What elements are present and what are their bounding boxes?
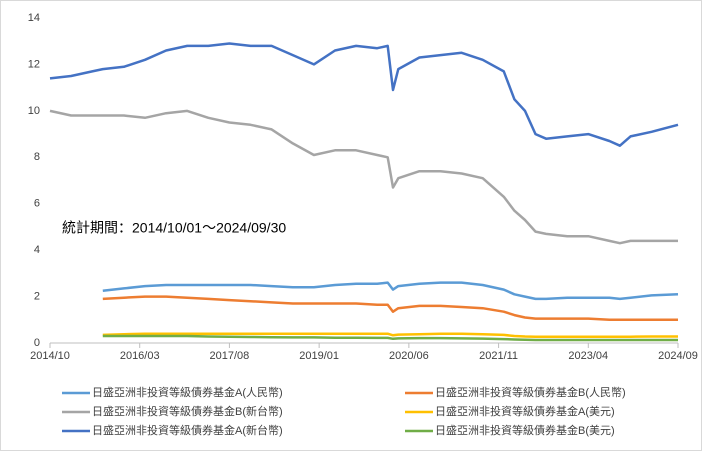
legend-label: 日盛亞洲非投資等級債券基金A(美元): [435, 404, 615, 418]
x-tick-label: 2019/01: [299, 350, 339, 362]
series-line: [102, 295, 678, 322]
series-line: [102, 334, 678, 342]
y-tick-label: 0: [34, 337, 40, 349]
y-tick-label: 12: [28, 58, 40, 70]
series-line: [49, 42, 679, 147]
legend-label: 日盛亞洲非投資等級債券基金B(美元): [435, 423, 615, 437]
legend-label: 日盛亞洲非投資等級債券基金A(新台幣): [92, 423, 283, 437]
x-tick-label: 2017/08: [210, 350, 250, 362]
series-line: [49, 109, 678, 245]
x-tick-label: 2024/09: [658, 350, 698, 362]
legend-label: 日盛亞洲非投資等級債券基金B(新台幣): [92, 404, 283, 418]
x-tick-label: 2016/03: [120, 350, 160, 362]
y-tick-label: 8: [34, 151, 40, 163]
legend-label: 日盛亞洲非投資等級債券基金A(人民幣): [92, 385, 283, 399]
series-line: [102, 281, 679, 301]
x-tick-label: 2021/11: [479, 350, 518, 362]
legend-label: 日盛亞洲非投資等級債券基金B(人民幣): [435, 385, 626, 399]
x-tick-label: 2014/10: [30, 350, 70, 362]
x-tick-label: 2020/06: [389, 350, 429, 362]
y-tick-label: 10: [28, 105, 40, 117]
x-tick-label: 2023/04: [568, 350, 608, 362]
y-tick-label: 14: [28, 12, 40, 24]
y-tick-label: 4: [34, 244, 40, 256]
y-tick-label: 2: [34, 290, 40, 302]
annotation: 統計期間：2014/10/01～2024/09/30: [62, 220, 286, 236]
y-tick-label: 6: [34, 198, 40, 210]
series-line: [102, 332, 678, 338]
